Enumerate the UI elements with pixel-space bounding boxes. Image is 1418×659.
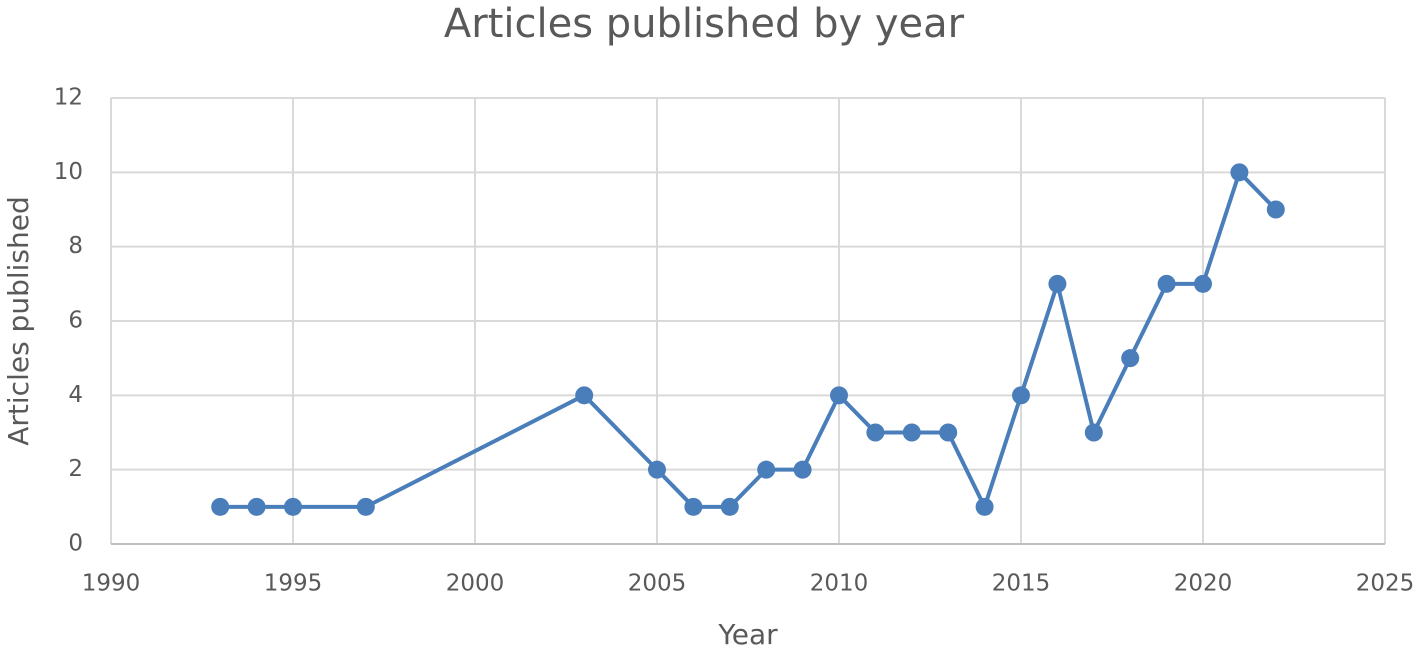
y-tick-label: 4 — [68, 382, 83, 408]
x-tick-label: 1995 — [264, 571, 323, 597]
x-tick-label: 2020 — [1174, 571, 1233, 597]
data-point — [830, 386, 848, 405]
chart-title: Articles published by year — [444, 1, 965, 47]
data-point — [1194, 274, 1212, 293]
data-point — [975, 497, 994, 516]
data-point — [575, 386, 594, 405]
data-point — [1266, 200, 1285, 219]
y-tick-label: 6 — [68, 308, 83, 334]
x-tick-label: 2010 — [810, 571, 869, 597]
data-point — [866, 423, 885, 442]
data-point — [1121, 349, 1140, 368]
data-point — [1084, 423, 1103, 442]
data-point — [939, 423, 958, 442]
data-point — [684, 497, 703, 516]
y-tick-label: 0 — [68, 531, 83, 557]
y-tick-label: 12 — [54, 85, 83, 111]
data-point — [793, 460, 812, 479]
y-tick-label: 10 — [54, 159, 83, 185]
y-tick-label: 8 — [68, 233, 83, 259]
y-tick-label: 2 — [68, 456, 83, 482]
data-point — [1012, 386, 1030, 405]
x-tick-label: 2025 — [1356, 571, 1415, 597]
x-axis-label: Year — [717, 618, 778, 651]
data-point — [1230, 163, 1249, 182]
data-line — [220, 170, 1278, 509]
x-tick-label: 2015 — [992, 571, 1051, 597]
x-tick-label: 1990 — [82, 571, 141, 597]
y-axis-label: Articles published — [2, 196, 35, 446]
data-point — [1157, 274, 1176, 293]
data-point — [356, 497, 375, 516]
data-point — [284, 497, 302, 516]
data-point — [902, 423, 921, 442]
data-point — [211, 497, 230, 516]
data-point — [720, 497, 739, 516]
x-tick-label: 2005 — [628, 571, 687, 597]
data-point — [247, 497, 266, 516]
data-point — [648, 460, 666, 479]
x-tick-label: 2000 — [446, 571, 505, 597]
data-point — [757, 460, 776, 479]
data-point — [1048, 274, 1067, 293]
